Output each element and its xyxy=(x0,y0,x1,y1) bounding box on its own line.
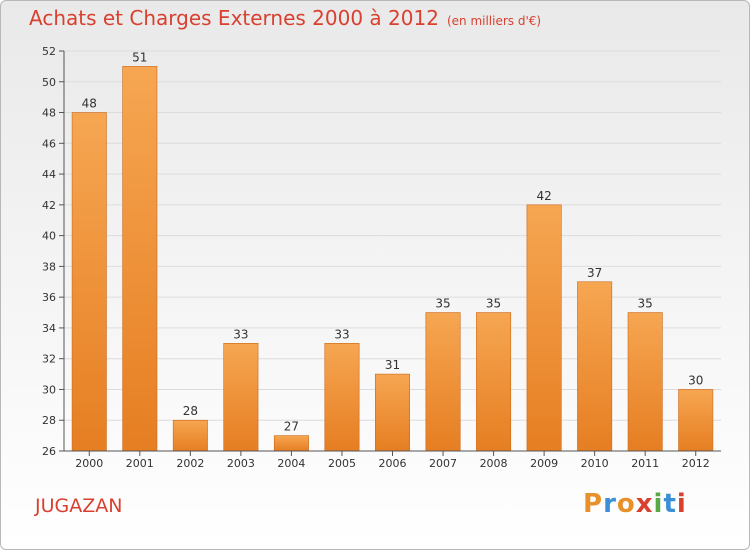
proxiti-logo: Proxiti xyxy=(583,489,687,519)
x-tick-label: 2005 xyxy=(328,457,356,470)
x-tick-label: 2012 xyxy=(682,457,710,470)
bar xyxy=(526,204,562,452)
bar xyxy=(324,343,360,452)
bar xyxy=(375,373,410,452)
x-tick-label: 2008 xyxy=(480,457,508,470)
x-tick-label: 2009 xyxy=(530,457,558,470)
y-tick-label: 48 xyxy=(42,107,56,120)
logo-letter: r xyxy=(603,489,617,519)
bar-value-label: 37 xyxy=(587,266,602,280)
axes xyxy=(59,50,721,456)
y-tick-label: 34 xyxy=(42,322,56,335)
x-tick-label: 2010 xyxy=(581,457,609,470)
logo-letter: i xyxy=(676,489,687,519)
bar-value-label: 30 xyxy=(688,373,703,387)
bar-value-label: 31 xyxy=(385,358,400,372)
bar-value-label: 51 xyxy=(132,50,147,64)
x-tick-label: 2007 xyxy=(429,457,457,470)
y-tick-label: 36 xyxy=(42,291,56,304)
logo-letter: i xyxy=(653,489,664,519)
y-tick-label: 46 xyxy=(42,137,56,150)
place-name: JUGAZAN xyxy=(35,495,123,517)
bar-value-label: 33 xyxy=(334,327,349,341)
x-tick-label: 2000 xyxy=(75,457,103,470)
bar xyxy=(172,419,208,452)
bar-value-label: 35 xyxy=(435,297,450,311)
chart-title: Achats et Charges Externes 2000 à 2012 (e… xyxy=(29,6,541,30)
y-tick-label: 52 xyxy=(42,45,56,58)
bar xyxy=(223,343,259,452)
logo-letter: o xyxy=(616,489,636,519)
y-tick-label: 26 xyxy=(42,445,56,458)
chart-title-text: Achats et Charges Externes 2000 à 2012 xyxy=(29,6,439,30)
bar-value-label: 28 xyxy=(183,404,198,418)
x-tick-label: 2006 xyxy=(379,457,407,470)
y-tick-label: 44 xyxy=(42,168,56,181)
chart-unit: (en milliers d'€) xyxy=(446,14,542,28)
y-tick-label: 28 xyxy=(42,414,56,427)
x-tick-label: 2011 xyxy=(631,457,659,470)
logo-letter: P xyxy=(583,489,604,519)
x-tick-label: 2001 xyxy=(126,457,154,470)
bar xyxy=(577,281,613,452)
y-tick-label: 42 xyxy=(42,199,56,212)
y-tick-label: 40 xyxy=(42,230,56,243)
bar xyxy=(425,312,461,452)
bar-value-label: 27 xyxy=(284,420,299,434)
bar-value-label: 35 xyxy=(638,297,653,311)
bar xyxy=(476,312,512,452)
bars xyxy=(71,66,714,452)
x-tick-label: 2002 xyxy=(176,457,204,470)
x-tick-label: 2003 xyxy=(227,457,255,470)
bar xyxy=(627,312,663,452)
bar-value-label: 35 xyxy=(486,297,501,311)
bar-value-label: 33 xyxy=(233,327,248,341)
x-tick-label: 2004 xyxy=(277,457,305,470)
bar-value-label: 48 xyxy=(82,97,97,111)
logo-letter: t xyxy=(663,489,677,519)
bar xyxy=(678,389,714,452)
bar xyxy=(122,66,158,452)
y-tick-label: 50 xyxy=(42,76,56,89)
bar-value-label: 42 xyxy=(536,189,551,203)
logo-letter: x xyxy=(635,489,654,519)
y-tick-label: 38 xyxy=(42,260,56,273)
tick-labels: 26 28 30 32 34 36 38 40 42 44 46 48 50 52 48 2000 51 2001… xyxy=(42,45,710,470)
y-tick-label: 32 xyxy=(42,353,56,366)
bar xyxy=(71,112,107,452)
y-tick-label: 30 xyxy=(42,383,56,396)
bar xyxy=(273,435,309,452)
